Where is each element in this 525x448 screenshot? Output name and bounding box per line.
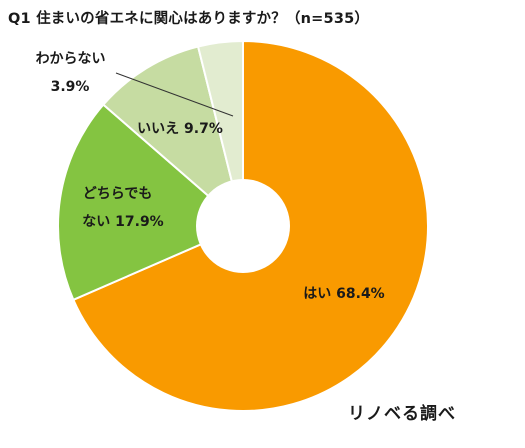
slice-3 — [196, 39, 244, 227]
label-dochirademonai-line2: ない 17.9% — [82, 214, 163, 230]
label-wakaranai: わからない 3.9% — [36, 51, 111, 95]
chart-title: Q1 住まいの省エネに関心はありますか？（n=535） — [8, 11, 370, 27]
leader-line — [115, 72, 234, 117]
label-wakaranai-line1: わからない — [36, 51, 106, 67]
label-iie: いいえ 9.7% — [137, 121, 223, 137]
label-wakaranai-line2: 3.9% — [51, 79, 90, 95]
label-hai: はい 68.4% — [303, 286, 384, 302]
label-dochirademonai-line1: どちらでも — [83, 186, 153, 202]
label-dochirademonai: どちらでも ない 17.9% — [82, 186, 163, 230]
donut-hole — [196, 179, 290, 273]
slice-1 — [57, 103, 245, 302]
source-credit: リノベる調べ — [348, 404, 456, 424]
slice-2 — [101, 45, 245, 229]
